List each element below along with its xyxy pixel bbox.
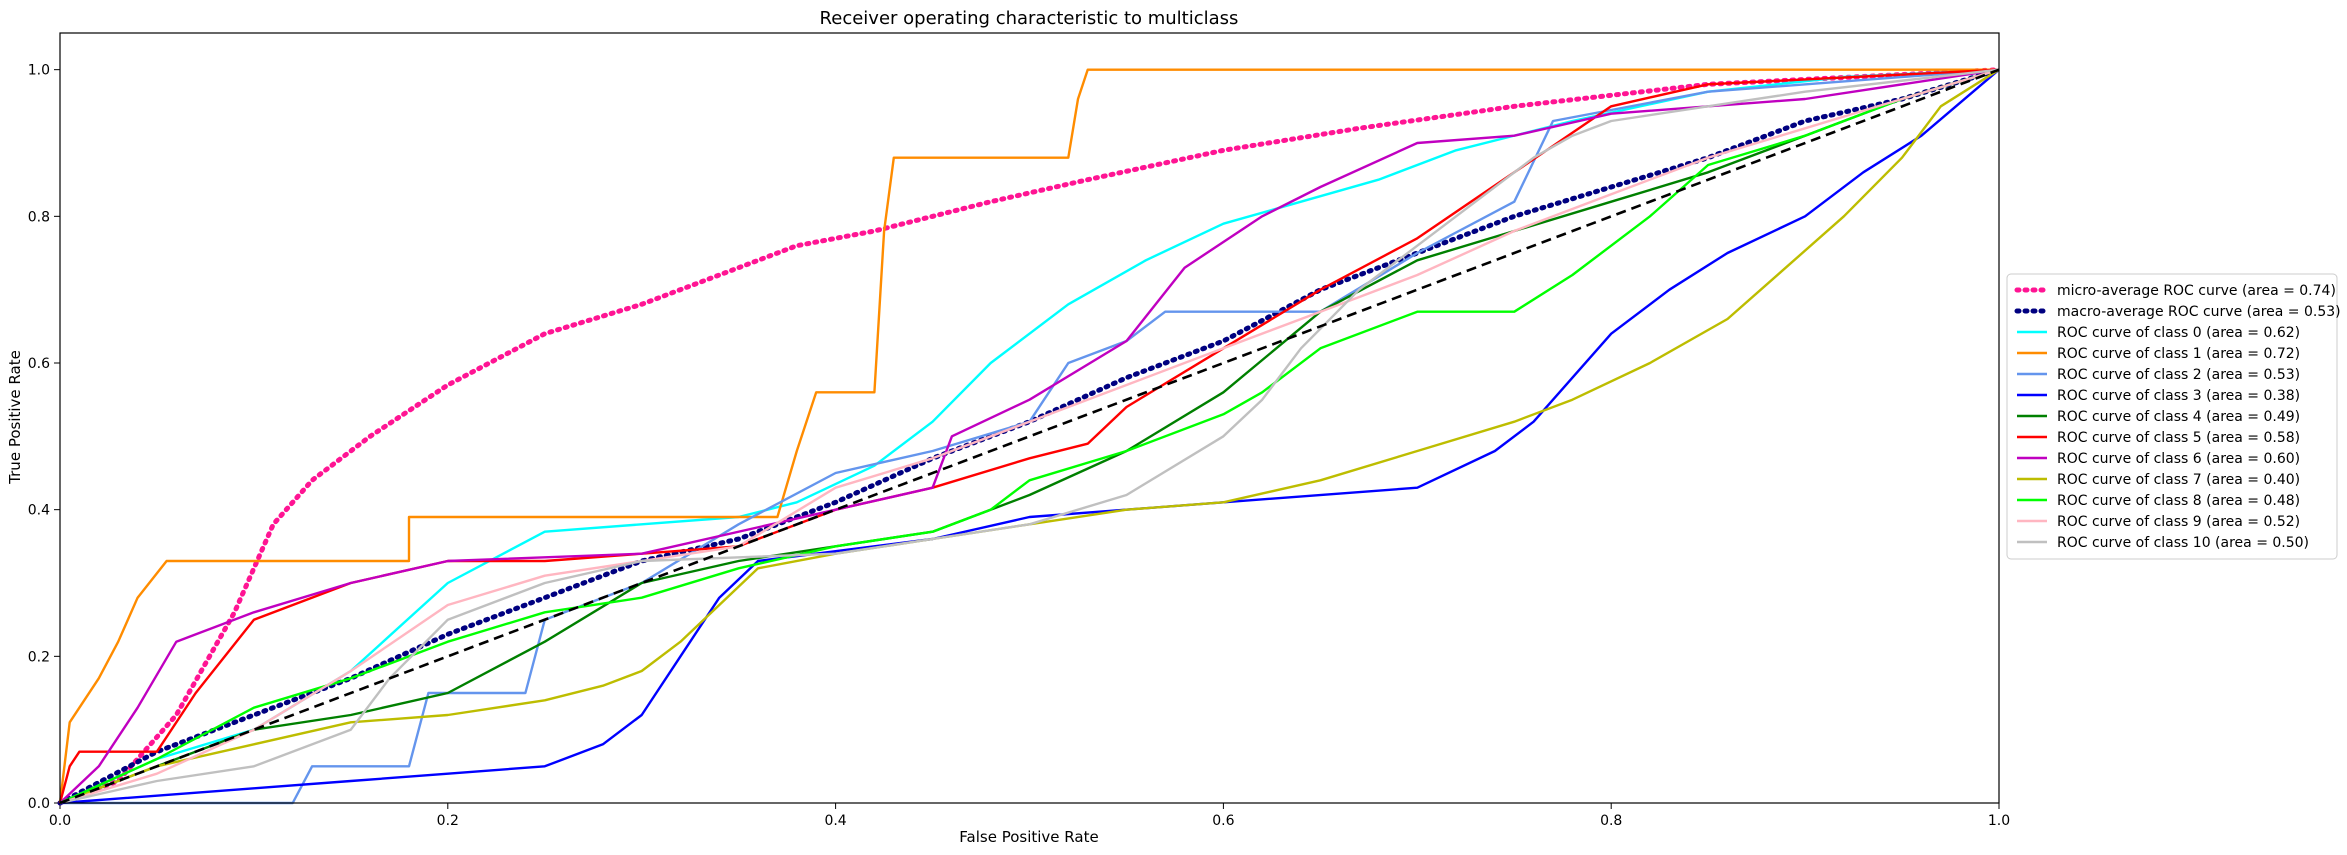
- chance-diagonal-line: [59, 68, 2000, 805]
- y-tick-label: 0.6: [28, 356, 50, 372]
- legend-label-2: ROC curve of class 0 (area = 0.62): [2057, 325, 2300, 341]
- x-tick-label: 0.6: [1212, 813, 1234, 829]
- series-line-4: [60, 68, 2000, 805]
- chart-title: Receiver operating characteristic to mul…: [820, 8, 1239, 29]
- plot-frame: [59, 32, 2000, 804]
- legend-label-1: macro-average ROC curve (area = 0.53): [2057, 304, 2341, 320]
- series-line-8: [59, 68, 2000, 804]
- series-line-0: [57, 67, 2002, 806]
- legend-label-4: ROC curve of class 2 (area = 0.53): [2057, 367, 2300, 383]
- y-axis-label: True Positive Rate: [6, 350, 24, 485]
- legend-label-10: ROC curve of class 8 (area = 0.48): [2057, 493, 2300, 509]
- legend-label-5: ROC curve of class 3 (area = 0.38): [2057, 388, 2300, 404]
- y-tick-label: 0.2: [28, 649, 50, 665]
- axis-ticks: 0.0 0.2 0.4 0.6 0.8 1.0 0.0 0.2 0.4 0.6 0.8 1.0: [28, 63, 2010, 829]
- legend-label-6: ROC curve of class 4 (area = 0.49): [2057, 409, 2300, 425]
- series-line-12: [59, 68, 2000, 805]
- y-tick-label: 0.0: [28, 796, 50, 812]
- legend-label-9: ROC curve of class 7 (area = 0.40): [2057, 472, 2300, 488]
- x-tick-label: 1.0: [1988, 813, 2010, 829]
- legend-label-0: micro-average ROC curve (area = 0.74): [2057, 283, 2336, 299]
- y-tick-label: 0.8: [28, 209, 50, 225]
- x-tick-label: 0.8: [1600, 813, 1622, 829]
- series-line-11: [59, 68, 2000, 805]
- plot-area: [57, 67, 2002, 806]
- x-tick-label: 0.4: [824, 813, 846, 829]
- series-line-6: [59, 68, 2000, 805]
- series-line-10: [59, 68, 2000, 805]
- legend-label-8: ROC curve of class 6 (area = 0.60): [2057, 451, 2300, 467]
- x-axis-label: False Positive Rate: [959, 828, 1098, 846]
- legend: micro-average ROC curve (area = 0.74) mac…: [2006, 273, 2341, 560]
- legend-box: [2006, 273, 2338, 560]
- y-tick-label: 1.0: [28, 63, 50, 79]
- legend-label-7: ROC curve of class 5 (area = 0.58): [2057, 430, 2300, 446]
- x-tick-label: 0.0: [49, 813, 71, 829]
- x-tick-label: 0.2: [437, 813, 459, 829]
- legend-label-3: ROC curve of class 1 (area = 0.72): [2057, 346, 2300, 362]
- legend-label-11: ROC curve of class 9 (area = 0.52): [2057, 514, 2300, 530]
- y-tick-label: 0.4: [28, 503, 50, 519]
- legend-label-12: ROC curve of class 10 (area = 0.50): [2057, 535, 2309, 551]
- series-line-3: [58, 68, 1999, 804]
